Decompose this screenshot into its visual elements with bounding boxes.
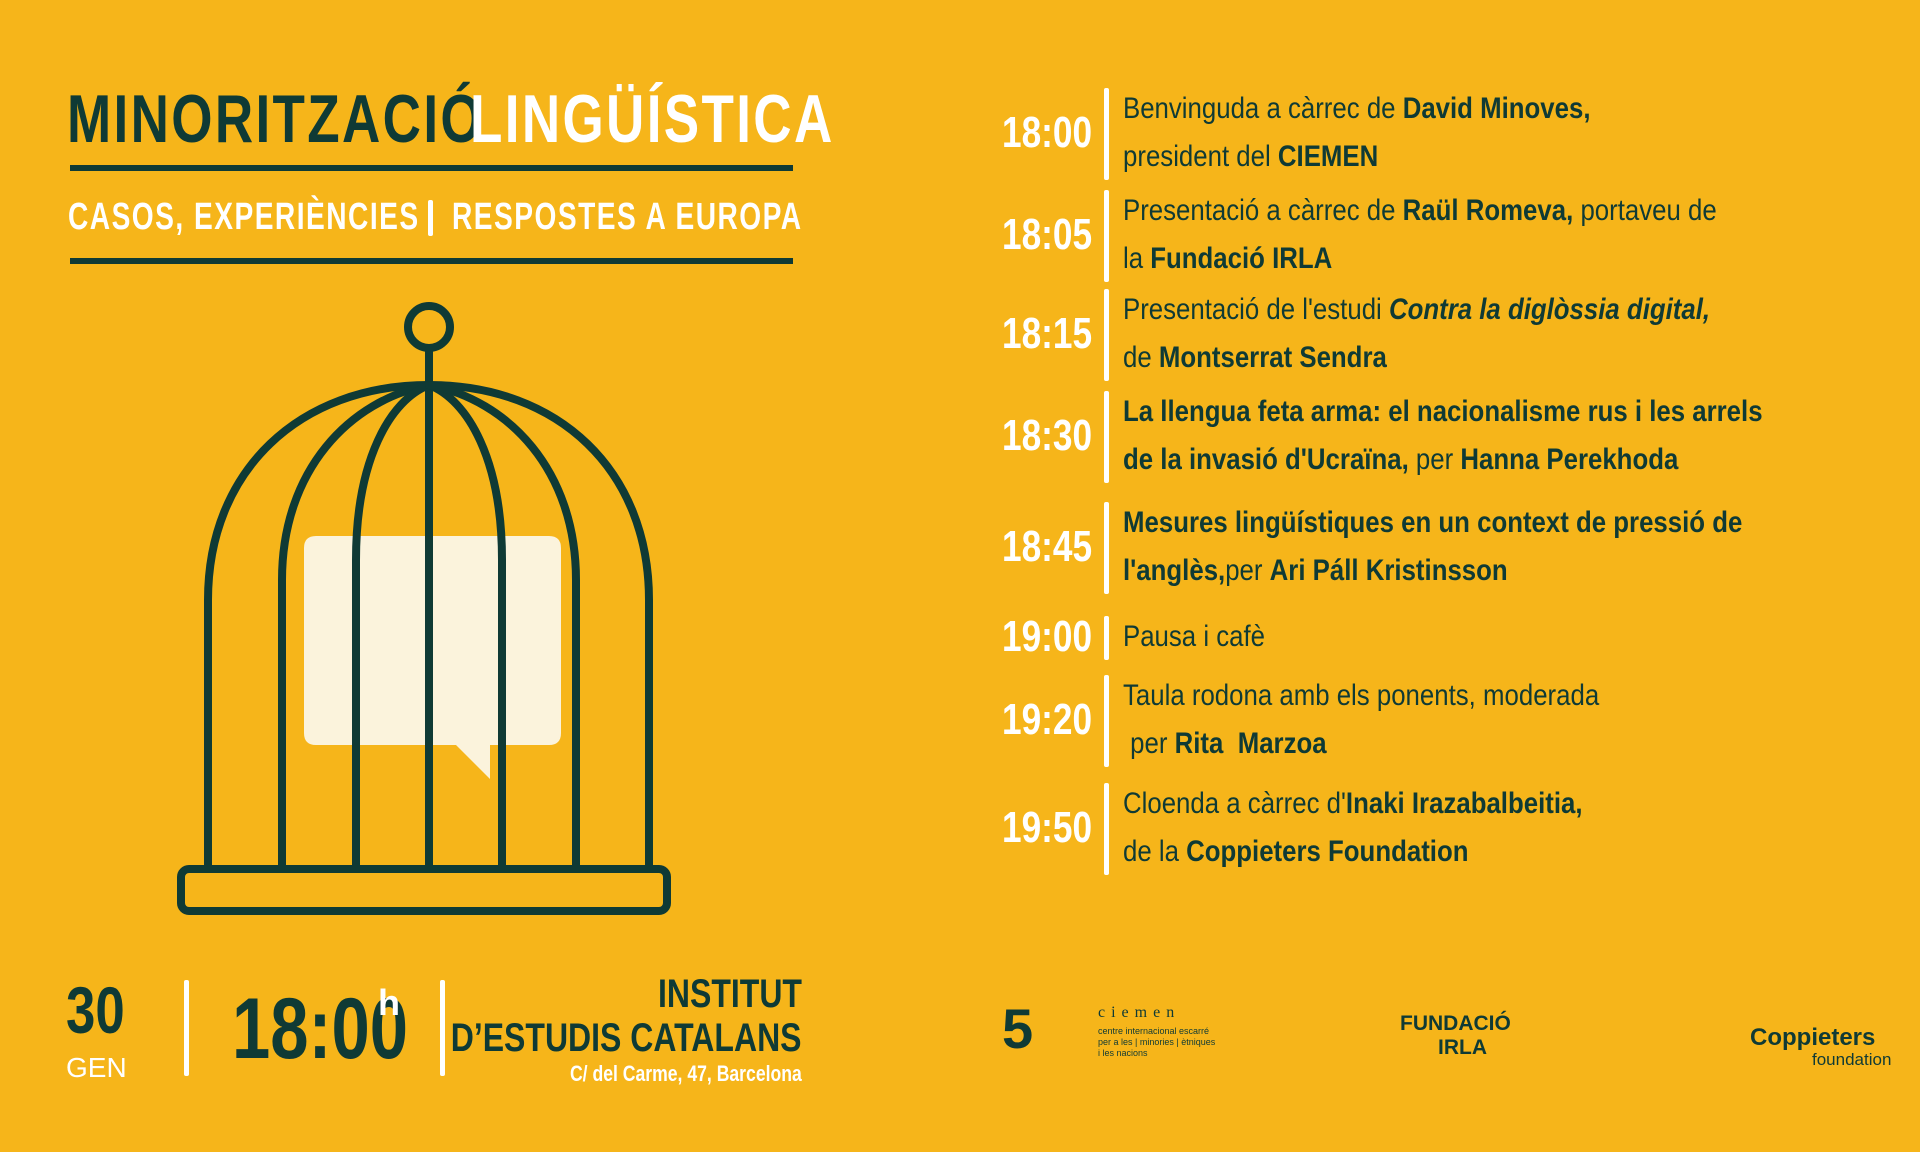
venue: D’ESTUDIS CATALANS [451, 1016, 802, 1060]
title-main: MINORITZACIÓ [67, 81, 485, 157]
logo-coppieters: foundation [1812, 1050, 1892, 1069]
schedule-line: l'anglès,per Ari Páll Kristinsson [1123, 554, 1508, 588]
text-segment: Hanna Perekhoda [1460, 443, 1679, 476]
text-segment: de la [1123, 835, 1187, 868]
venue: INSTITUT [658, 972, 802, 1016]
logo-tagline: i les nacions [1098, 1048, 1148, 1058]
day: 30 [66, 973, 125, 1047]
divider [1104, 502, 1109, 594]
logo-irla: IRLA [1438, 1036, 1487, 1059]
text-segment: de [1123, 341, 1159, 374]
text-segment: Pausa i cafè [1123, 620, 1265, 653]
text-segment: Raül Romeva, [1402, 194, 1574, 227]
time-suffix: h [378, 982, 400, 1023]
divider [440, 980, 445, 1076]
logo-tagline: centre internacional escarré [1098, 1026, 1210, 1036]
divider [1104, 88, 1109, 180]
schedule-line: de Montserrat Sendra [1123, 341, 1387, 375]
time: 18:45 [1002, 522, 1093, 571]
schedule-line: Cloenda a càrrec d'Inaki Irazabalbeitia, [1123, 787, 1583, 821]
text-segment: Fundació IRLA [1150, 242, 1333, 275]
schedule-line: Taula rodona amb els ponents, moderada [1123, 679, 1599, 713]
time: 18:00 [1002, 108, 1093, 157]
schedule-line: president del CIEMEN [1123, 140, 1378, 174]
divider [1104, 675, 1109, 767]
schedule-line: Pausa i cafè [1123, 620, 1265, 654]
text-segment: Ari Páll Kristinsson [1269, 554, 1508, 587]
rule [70, 258, 793, 264]
logo-irla: FUNDACIÓ [1400, 1012, 1511, 1035]
text-segment: Contra la diglòssia digital, [1388, 293, 1711, 326]
month: GEN [66, 1052, 127, 1083]
text-segment: Rita Marzoa [1174, 727, 1327, 760]
schedule-line: Presentació de l'estudi Contra la diglòs… [1123, 293, 1710, 327]
subtitle: RESPOSTES A EUROPA [452, 196, 803, 238]
time: 19:50 [1002, 803, 1093, 852]
time: 18:05 [1002, 210, 1093, 259]
text-segment: Taula rodona amb els ponents, moderada [1123, 679, 1600, 712]
divider [184, 980, 189, 1076]
logo-name: ciemen [1098, 1004, 1181, 1021]
schedule-line: Presentació a càrrec de Raül Romeva, por… [1123, 194, 1717, 228]
text-segment: David Minoves, [1402, 92, 1591, 125]
text-segment: Benvinguda a càrrec de [1123, 92, 1403, 125]
text-segment: Presentació a càrrec de [1123, 194, 1403, 227]
divider [1104, 190, 1109, 282]
address: C/ del Carme, 47, Barcelona [570, 1061, 802, 1086]
schedule-line: per Rita Marzoa [1123, 727, 1327, 761]
logo-mark: 5 [1002, 997, 1034, 1060]
text-segment: per [1408, 443, 1461, 476]
text-segment: la [1123, 242, 1151, 275]
logo-tagline: per a les | minories | ètniques [1098, 1037, 1216, 1047]
rule [70, 165, 793, 171]
text-segment: Mesures lingüístiques en un context de p… [1123, 506, 1743, 539]
title-accent: LINGÜÍSTICA [470, 81, 835, 157]
text-segment: president del [1123, 140, 1278, 173]
separator [428, 200, 433, 236]
divider [1104, 391, 1109, 483]
text-segment: Coppieters Foundation [1186, 835, 1469, 868]
divider [1104, 783, 1109, 875]
text-segment: Inaki Irazabalbeitia, [1345, 787, 1583, 820]
start-time: 18:00 [232, 981, 408, 1077]
schedule-line: Benvinguda a càrrec de David Minoves, [1123, 92, 1591, 126]
text-segment: per [1225, 554, 1270, 587]
schedule-line: la Fundació IRLA [1123, 242, 1332, 276]
time: 19:00 [1002, 612, 1093, 661]
text-segment: Cloenda a càrrec d' [1123, 787, 1346, 820]
logo-coppieters: Coppieters [1750, 1024, 1876, 1051]
text-segment: de la invasió d'Ucraïna, [1123, 443, 1409, 476]
time: 19:20 [1002, 695, 1093, 744]
subtitle: CASOS, EXPERIÈNCIES [68, 196, 420, 238]
text-segment: CIEMEN [1277, 140, 1379, 173]
text-segment: l'anglès, [1123, 554, 1226, 587]
schedule-line: de la invasió d'Ucraïna, per Hanna Perek… [1123, 443, 1678, 477]
text-segment: La llengua feta arma: el nacionalisme ru… [1123, 395, 1763, 428]
schedule-line: Mesures lingüístiques en un context de p… [1123, 506, 1742, 540]
time: 18:30 [1002, 411, 1093, 460]
text-segment: Montserrat Sendra [1158, 341, 1387, 374]
text-segment: Presentació de l'estudi [1123, 293, 1389, 326]
text-segment: portaveu de [1573, 194, 1717, 227]
time: 18:15 [1002, 309, 1093, 358]
divider [1104, 289, 1109, 381]
schedule-line: La llengua feta arma: el nacionalisme ru… [1123, 395, 1763, 429]
text-segment: per [1123, 727, 1175, 760]
schedule-line: de la Coppieters Foundation [1123, 835, 1468, 869]
divider [1104, 616, 1109, 660]
